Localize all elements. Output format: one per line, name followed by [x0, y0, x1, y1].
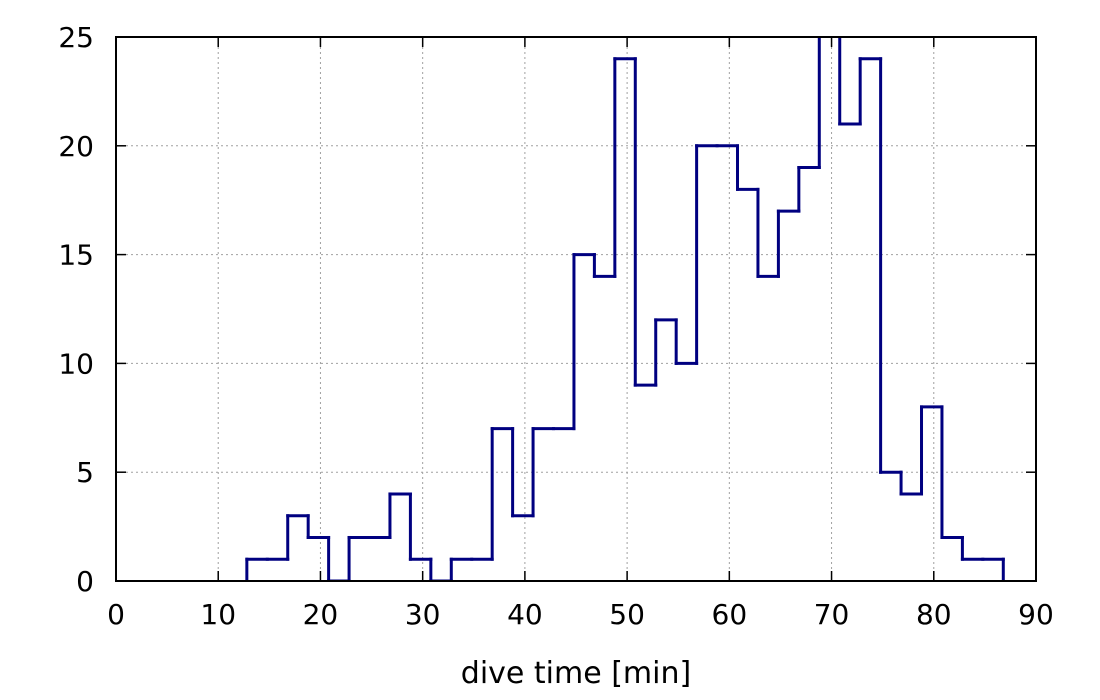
plot-frame [115, 36, 1037, 582]
ticks [115, 36, 1037, 582]
x-tick-label: 10 [200, 598, 236, 631]
x-tick-label: 0 [107, 598, 125, 631]
x-tick-label: 30 [405, 598, 441, 631]
y-tick-label: 0 [76, 565, 94, 598]
x-tick-label: 90 [1018, 598, 1054, 631]
y-tick-label: 10 [58, 347, 94, 380]
x-tick-label: 40 [507, 598, 543, 631]
series-layer [245, 37, 1005, 581]
x-tick-label: 20 [303, 598, 339, 631]
x-tick-label: 50 [609, 598, 645, 631]
y-tick-label: 25 [58, 21, 94, 54]
x-tick-label: 70 [814, 598, 850, 631]
x-tick-label: 80 [916, 598, 952, 631]
grid [116, 37, 1036, 581]
x-tick-label: 60 [712, 598, 748, 631]
y-tick-label: 15 [58, 239, 94, 272]
tick-labels: 0 10 20 30 40 50 60 70 80 90 0 5 10 15 20 25 [58, 21, 1053, 631]
y-tick-label: 5 [76, 456, 94, 489]
y-tick-label: 20 [58, 130, 94, 163]
x-axis-title: dive time [min] [461, 656, 691, 691]
